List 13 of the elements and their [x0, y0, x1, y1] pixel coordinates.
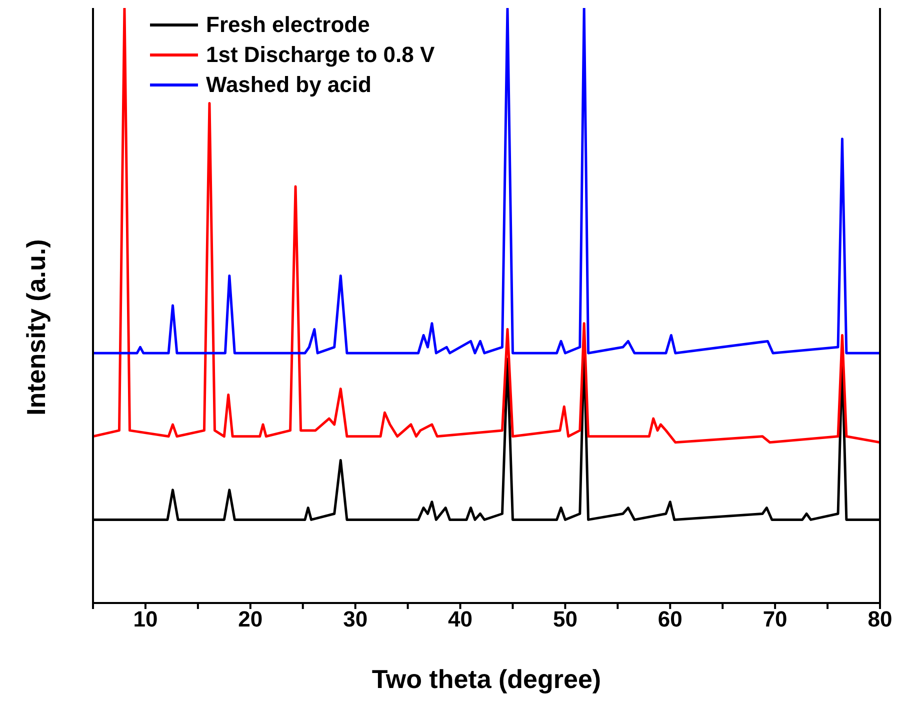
- x-tick-label: 70: [762, 606, 788, 632]
- x-tick-label: 30: [343, 606, 368, 632]
- x-tick-label: 10: [133, 606, 158, 632]
- legend-label: Washed by acid: [206, 72, 372, 98]
- x-tick-label: 40: [448, 606, 473, 632]
- legend-label: Fresh electrode: [206, 12, 370, 38]
- x-axis-title: Two theta (degree): [372, 664, 602, 694]
- x-tick-label: 80: [868, 606, 892, 632]
- x-tick-label: 60: [658, 606, 682, 632]
- x-tick-label: 20: [238, 606, 263, 632]
- legend-label: 1st Discharge to 0.8 V: [206, 42, 435, 68]
- y-axis-title: Intensity (a.u.): [21, 239, 52, 416]
- x-tick-label: 50: [552, 606, 578, 632]
